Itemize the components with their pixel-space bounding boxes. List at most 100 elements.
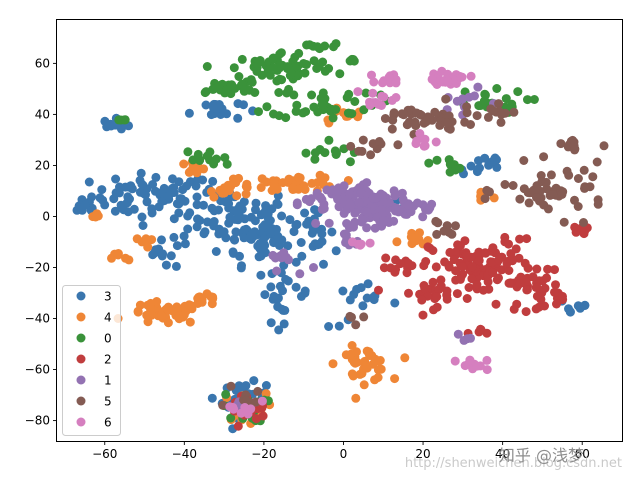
point-class-1 (362, 223, 372, 233)
point-class-3 (260, 290, 270, 300)
point-class-3 (169, 183, 179, 193)
point-class-3 (138, 221, 148, 230)
point-class-3 (269, 238, 279, 248)
point-class-0 (310, 154, 320, 164)
legend-marker-3 (76, 291, 86, 301)
point-class-5 (226, 381, 236, 391)
point-class-4 (351, 393, 361, 403)
point-class-2 (550, 287, 559, 297)
point-class-4 (146, 298, 156, 308)
point-class-5 (443, 118, 453, 128)
point-class-3 (100, 200, 110, 210)
point-class-0 (302, 60, 311, 69)
point-class-3 (147, 208, 157, 218)
point-class-6 (419, 141, 429, 151)
point-class-3 (251, 205, 260, 215)
point-class-5 (411, 121, 421, 131)
point-class-3 (180, 239, 190, 249)
point-class-3 (239, 197, 249, 207)
point-class-0 (307, 90, 317, 100)
legend-label-6: 6 (104, 416, 112, 430)
point-class-6 (356, 239, 366, 249)
point-class-1 (272, 266, 282, 276)
point-class-5 (388, 115, 398, 125)
point-class-3 (580, 300, 590, 310)
point-class-0 (361, 88, 371, 98)
point-class-2 (431, 262, 441, 272)
point-class-3 (363, 279, 373, 289)
point-class-1 (425, 203, 435, 213)
point-class-0 (275, 74, 285, 84)
watermark-url: http://shenweichen.blog.csdn.net (404, 456, 622, 471)
point-class-1 (371, 193, 381, 203)
point-class-3 (475, 163, 484, 173)
x-axis: −60 −40 −20 0 20 40 60 (92, 441, 590, 461)
point-class-5 (515, 194, 525, 204)
point-class-4 (186, 301, 196, 310)
point-class-1 (333, 194, 343, 204)
point-class-3 (183, 224, 193, 234)
point-class-0 (226, 81, 236, 91)
point-class-0 (195, 155, 205, 165)
point-class-0 (269, 109, 278, 119)
point-class-5 (387, 124, 397, 134)
point-class-0 (214, 81, 224, 91)
point-class-4 (113, 250, 123, 260)
point-class-1 (473, 82, 483, 92)
point-class-4 (288, 184, 298, 193)
point-class-3 (291, 257, 301, 267)
point-class-5 (486, 104, 496, 114)
point-class-0 (314, 62, 324, 71)
point-class-1 (370, 223, 380, 233)
point-class-3 (273, 231, 283, 241)
point-class-2 (551, 280, 560, 290)
point-class-1 (404, 200, 413, 210)
point-class-6 (365, 238, 375, 248)
point-class-0 (331, 105, 341, 114)
point-class-5 (573, 174, 583, 183)
point-class-5 (579, 218, 588, 227)
point-class-2 (449, 255, 459, 265)
point-class-6 (378, 78, 387, 88)
point-class-0 (345, 157, 355, 167)
point-class-3 (84, 177, 94, 187)
point-class-0 (222, 159, 232, 169)
point-class-1 (354, 197, 364, 207)
point-class-1 (345, 189, 355, 199)
point-class-3 (199, 200, 208, 210)
point-class-2 (251, 414, 261, 424)
point-class-3 (480, 153, 490, 163)
point-class-3 (135, 187, 145, 197)
point-class-6 (482, 365, 492, 375)
point-class-0 (451, 165, 460, 175)
point-class-3 (233, 209, 243, 219)
point-class-1 (319, 199, 329, 209)
point-class-3 (338, 286, 348, 296)
point-class-5 (564, 170, 574, 180)
point-class-3 (249, 376, 259, 386)
point-class-5 (570, 195, 579, 205)
point-class-3 (157, 197, 167, 206)
y-tick-label: −80 (25, 414, 50, 428)
point-class-2 (552, 299, 561, 309)
legend-label-0: 0 (104, 332, 112, 346)
point-class-0 (239, 86, 249, 96)
point-class-0 (330, 146, 340, 156)
point-class-3 (195, 216, 205, 225)
point-class-5 (366, 150, 376, 160)
point-class-3 (277, 211, 287, 221)
point-class-5 (599, 141, 609, 151)
point-class-1 (459, 335, 469, 345)
x-tick-label: 20 (415, 447, 430, 461)
point-class-0 (262, 102, 272, 112)
point-class-4 (347, 369, 357, 379)
point-class-5 (496, 117, 506, 127)
point-class-5 (447, 229, 457, 239)
point-class-5 (462, 108, 472, 118)
y-tick-label: −40 (25, 312, 50, 326)
point-class-4 (157, 310, 167, 320)
point-class-6 (384, 72, 394, 82)
point-class-1 (377, 204, 387, 214)
point-class-5 (532, 193, 541, 202)
